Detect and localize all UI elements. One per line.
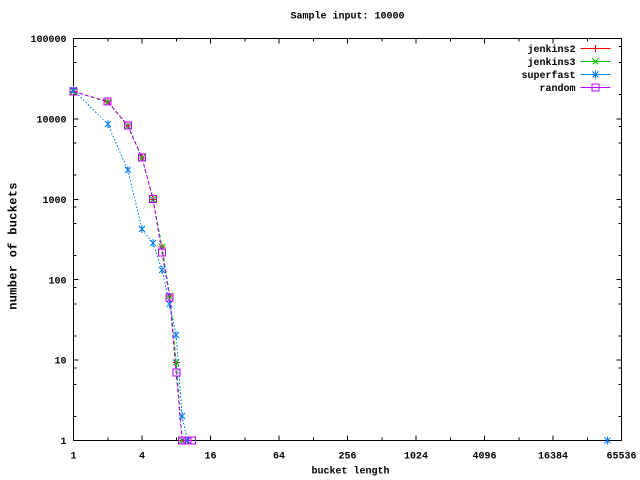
svg-text:16384: 16384 — [538, 452, 568, 463]
svg-text:jenkins2: jenkins2 — [527, 44, 575, 56]
svg-text:100000: 100000 — [30, 35, 66, 46]
svg-text:bucket length: bucket length — [311, 466, 389, 478]
svg-text:1: 1 — [70, 452, 76, 463]
svg-text:1024: 1024 — [404, 452, 428, 463]
svg-text:number of buckets: number of buckets — [7, 182, 21, 310]
svg-text:10000: 10000 — [36, 116, 66, 127]
svg-text:256: 256 — [338, 452, 356, 463]
svg-text:4096: 4096 — [472, 452, 496, 463]
svg-text:16: 16 — [204, 452, 216, 463]
svg-text:superfast: superfast — [521, 70, 575, 82]
svg-text:10: 10 — [54, 357, 66, 368]
svg-text:jenkins3: jenkins3 — [527, 57, 575, 69]
svg-text:Sample input: 10000: Sample input: 10000 — [290, 11, 404, 23]
svg-text:64: 64 — [273, 452, 285, 463]
svg-text:4: 4 — [139, 452, 145, 463]
svg-text:100: 100 — [48, 276, 66, 287]
svg-text:random: random — [539, 83, 575, 95]
svg-text:1: 1 — [60, 437, 66, 448]
svg-text:65536: 65536 — [606, 452, 636, 463]
svg-text:1000: 1000 — [42, 196, 66, 207]
